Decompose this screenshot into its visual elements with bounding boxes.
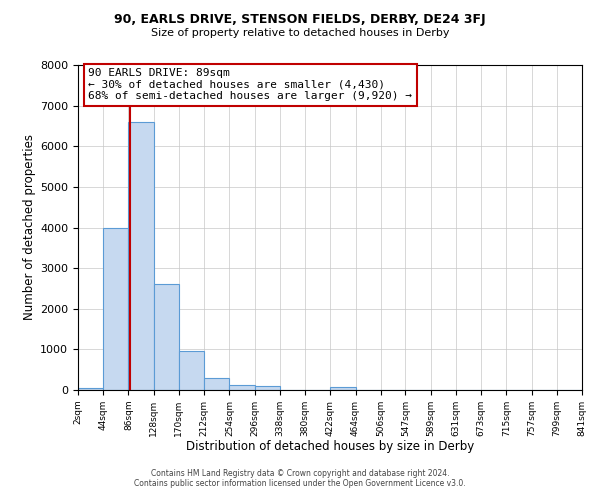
Bar: [254, 386, 280, 390]
Bar: [204, 378, 229, 390]
Bar: [128, 122, 154, 390]
Y-axis label: Number of detached properties: Number of detached properties: [23, 134, 36, 320]
Text: Contains HM Land Registry data © Crown copyright and database right 2024.: Contains HM Land Registry data © Crown c…: [151, 468, 449, 477]
Bar: [331, 387, 356, 390]
Text: Size of property relative to detached houses in Derby: Size of property relative to detached ho…: [151, 28, 449, 38]
Bar: [103, 228, 128, 390]
Bar: [229, 384, 254, 390]
Bar: [179, 352, 204, 390]
Text: 90 EARLS DRIVE: 89sqm
← 30% of detached houses are smaller (4,430)
68% of semi-d: 90 EARLS DRIVE: 89sqm ← 30% of detached …: [88, 68, 412, 102]
Bar: [78, 388, 103, 390]
X-axis label: Distribution of detached houses by size in Derby: Distribution of detached houses by size …: [186, 440, 474, 454]
Bar: [154, 284, 179, 390]
Text: 90, EARLS DRIVE, STENSON FIELDS, DERBY, DE24 3FJ: 90, EARLS DRIVE, STENSON FIELDS, DERBY, …: [114, 12, 486, 26]
Text: Contains public sector information licensed under the Open Government Licence v3: Contains public sector information licen…: [134, 478, 466, 488]
